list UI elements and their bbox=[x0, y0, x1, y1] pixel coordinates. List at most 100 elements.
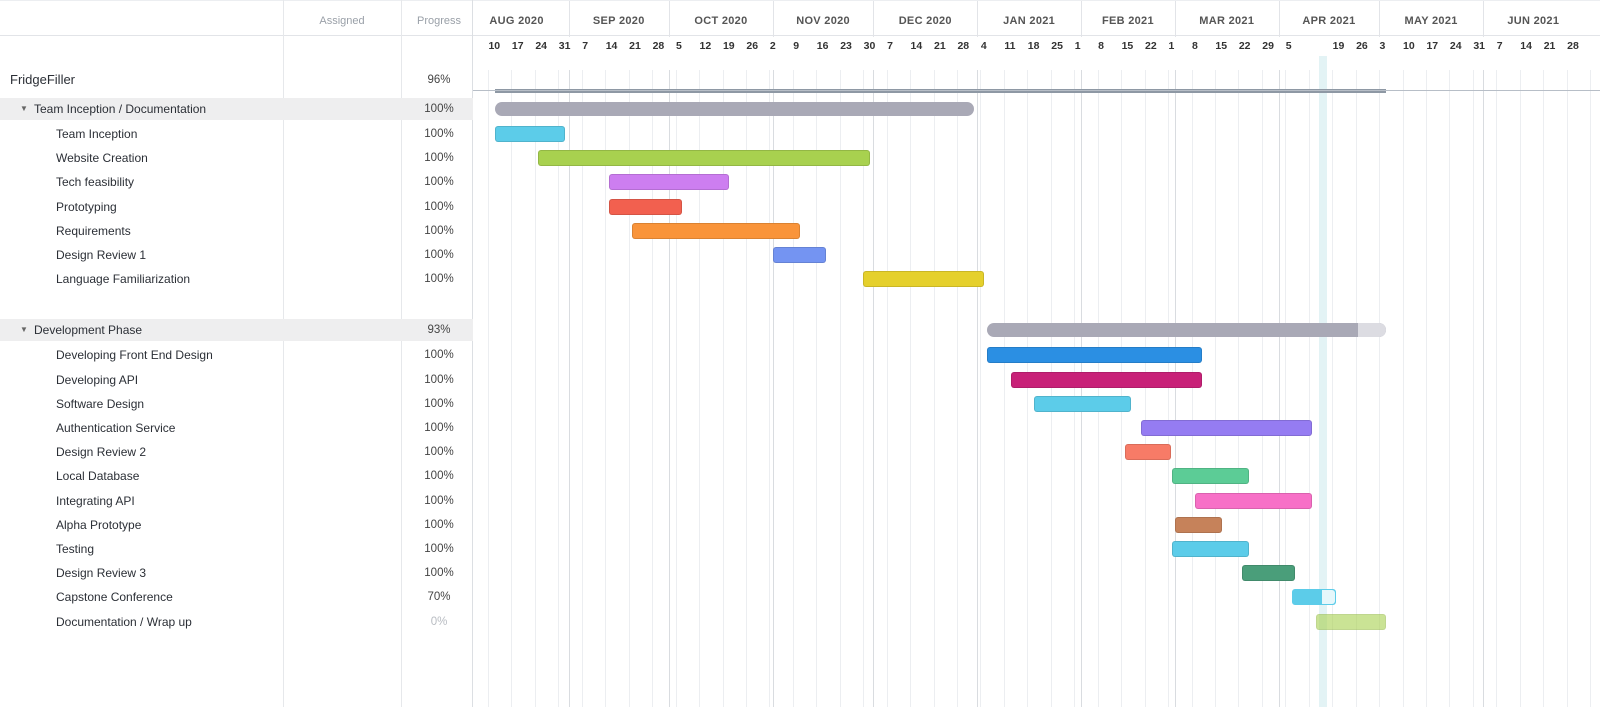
task-row[interactable]: Requirements 100% bbox=[0, 219, 473, 243]
task-bar[interactable] bbox=[608, 174, 730, 191]
week-label: 31 bbox=[1473, 40, 1486, 52]
pane-divider[interactable] bbox=[472, 0, 473, 707]
task-progress: 70% bbox=[427, 591, 451, 604]
task-row[interactable]: Tech feasibility 100% bbox=[0, 170, 473, 194]
task-row[interactable]: Design Review 1 100% bbox=[0, 243, 473, 267]
task-row[interactable]: Language Familiarization 100% bbox=[0, 267, 473, 291]
week-label: 10 bbox=[1403, 40, 1415, 52]
task-bar[interactable] bbox=[608, 198, 683, 215]
assigned-column-divider[interactable] bbox=[283, 0, 284, 707]
task-progress: 0% bbox=[430, 615, 448, 628]
task-progress: 100% bbox=[424, 446, 454, 459]
task-bar[interactable] bbox=[1010, 371, 1202, 388]
task-bar[interactable] bbox=[1141, 420, 1313, 436]
task-row[interactable]: Prototyping 100% bbox=[0, 195, 473, 219]
month-label: APR 2021 bbox=[1302, 15, 1356, 27]
week-label: 23 bbox=[840, 40, 852, 52]
task-progress: 100% bbox=[424, 349, 454, 362]
task-bar[interactable] bbox=[1292, 589, 1336, 606]
project-summary-bar[interactable] bbox=[494, 89, 1386, 93]
week-label: 21 bbox=[629, 40, 641, 52]
week-gridline bbox=[558, 70, 560, 707]
week-label: 28 bbox=[957, 40, 970, 52]
task-row[interactable]: Developing API 100% bbox=[0, 368, 473, 392]
task-bar[interactable] bbox=[987, 347, 1202, 364]
week-gridline bbox=[1027, 70, 1029, 707]
task-row[interactable]: Alpha Prototype 100% bbox=[0, 513, 473, 537]
task-bar[interactable] bbox=[863, 271, 984, 288]
task-bar[interactable] bbox=[1174, 516, 1222, 533]
task-bar[interactable] bbox=[538, 150, 870, 167]
week-label: 9 bbox=[793, 40, 800, 52]
progress-column-header[interactable]: Progress bbox=[416, 15, 462, 27]
project-row[interactable]: FridgeFiller 96% bbox=[0, 68, 473, 92]
week-label: 7 bbox=[582, 40, 589, 52]
task-bar[interactable] bbox=[1194, 492, 1313, 509]
gantt-grid bbox=[473, 70, 1600, 707]
group-summary-bar[interactable] bbox=[494, 102, 974, 116]
task-bar[interactable] bbox=[1124, 444, 1172, 461]
month-gridline bbox=[977, 70, 979, 707]
task-row[interactable]: Local Database 100% bbox=[0, 464, 473, 488]
collapse-caret-icon[interactable]: ▼ bbox=[20, 104, 28, 113]
month-gridline bbox=[1081, 70, 1083, 707]
group-row[interactable]: ▼ Development Phase 93% bbox=[0, 319, 473, 342]
task-bar[interactable] bbox=[772, 247, 827, 263]
group-summary-bar[interactable] bbox=[987, 323, 1386, 338]
week-label: 26 bbox=[1356, 40, 1368, 52]
week-gridline bbox=[839, 70, 841, 707]
task-progress: 100% bbox=[424, 567, 454, 580]
task-bar[interactable] bbox=[1241, 565, 1296, 582]
task-row[interactable]: Software Design 100% bbox=[0, 392, 473, 416]
task-row[interactable]: Authentication Service 100% bbox=[0, 416, 473, 440]
week-label: 15 bbox=[1121, 40, 1134, 52]
week-label: 1 bbox=[1168, 40, 1175, 52]
week-label: 21 bbox=[1543, 40, 1556, 52]
task-row[interactable]: Design Review 2 100% bbox=[0, 440, 473, 464]
task-bar[interactable] bbox=[1171, 541, 1249, 557]
week-gridline bbox=[1426, 70, 1427, 707]
task-row[interactable]: Design Review 3 100% bbox=[0, 561, 473, 585]
task-row[interactable]: Website Creation 100% bbox=[0, 146, 473, 170]
week-label: 18 bbox=[1027, 40, 1040, 52]
task-row[interactable]: Capstone Conference 70% bbox=[0, 585, 473, 609]
week-gridline bbox=[816, 70, 818, 707]
task-row[interactable]: Documentation / Wrap up 0% bbox=[0, 610, 473, 634]
month-divider bbox=[1174, 1, 1176, 37]
week-gridline bbox=[745, 70, 747, 707]
week-label: 30 bbox=[863, 40, 876, 52]
task-bar[interactable] bbox=[1171, 468, 1249, 485]
left-header: Assigned Progress bbox=[0, 0, 473, 36]
month-label: SEP 2020 bbox=[592, 15, 645, 27]
task-bar[interactable] bbox=[1034, 395, 1132, 412]
task-row[interactable]: Integrating API 100% bbox=[0, 489, 473, 513]
month-divider bbox=[977, 1, 979, 37]
task-name: Requirements bbox=[56, 223, 131, 238]
task-progress: 100% bbox=[424, 249, 454, 261]
task-row[interactable]: Developing Front End Design 100% bbox=[0, 343, 473, 367]
task-bar[interactable] bbox=[494, 126, 566, 142]
week-gridline bbox=[1566, 70, 1568, 707]
week-gridline bbox=[699, 70, 701, 707]
task-progress: 100% bbox=[424, 397, 454, 410]
week-label: 3 bbox=[1379, 40, 1386, 52]
month-gridline bbox=[1278, 70, 1280, 707]
task-bar[interactable] bbox=[632, 222, 800, 239]
month-label: MAY 2021 bbox=[1404, 15, 1458, 27]
week-label: 24 bbox=[535, 40, 548, 52]
assigned-column-header[interactable]: Assigned bbox=[319, 15, 365, 27]
week-gridline bbox=[534, 70, 536, 707]
month-divider bbox=[873, 1, 875, 37]
week-label: 7 bbox=[887, 40, 893, 52]
progress-column-divider[interactable] bbox=[401, 0, 402, 707]
collapse-caret-icon[interactable]: ▼ bbox=[20, 325, 28, 335]
task-bar[interactable] bbox=[1315, 613, 1386, 630]
task-name: Tech feasibility bbox=[56, 175, 135, 190]
task-row[interactable]: Team Inception 100% bbox=[0, 122, 473, 146]
task-name: Design Review 3 bbox=[56, 566, 147, 581]
group-row[interactable]: ▼ Team Inception / Documentation 100% bbox=[0, 98, 473, 120]
task-row[interactable]: Testing 100% bbox=[0, 537, 473, 561]
month-divider bbox=[1081, 1, 1083, 37]
group-name: Development Phase bbox=[34, 323, 143, 338]
week-label: 31 bbox=[558, 40, 571, 52]
